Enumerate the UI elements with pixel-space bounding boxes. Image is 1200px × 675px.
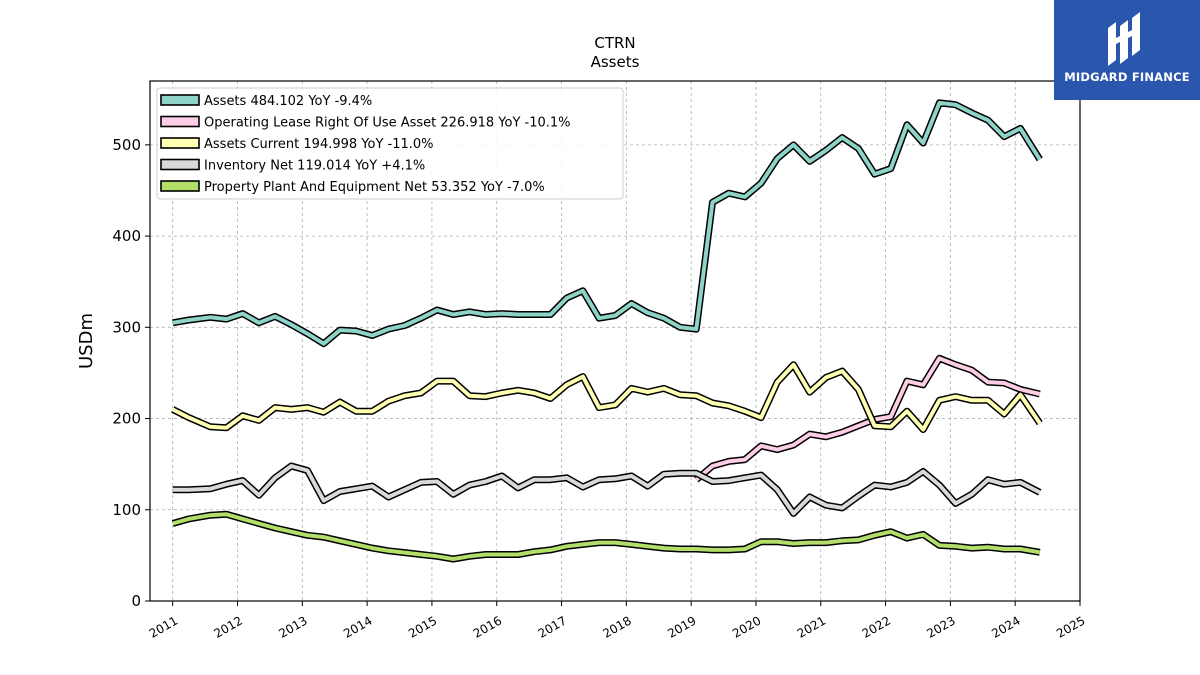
y-tick-label: 400 xyxy=(112,227,141,245)
x-tick-label: 2017 xyxy=(536,613,569,640)
chart-title: CTRN xyxy=(594,34,635,52)
legend-entry: Property Plant And Equipment Net 53.352 … xyxy=(204,180,545,195)
legend-swatch xyxy=(160,94,200,106)
legend-box xyxy=(156,87,624,200)
legend-entry: Assets 484.102 YoY -9.4% xyxy=(204,94,372,109)
legend-entry: Operating Lease Right Of Use Asset 226.9… xyxy=(204,116,571,131)
legend-swatch xyxy=(160,158,200,171)
legend-swatch xyxy=(160,115,200,128)
y-tick-label: 500 xyxy=(112,136,141,154)
series-line xyxy=(172,100,1042,346)
series-line-outline xyxy=(171,361,1043,433)
legend-entry: Assets Current 194.998 YoY -11.0% xyxy=(204,137,434,152)
legend-swatch xyxy=(160,137,200,149)
x-tick-label: 2014 xyxy=(341,613,374,640)
series-5 xyxy=(171,510,1041,563)
series-line xyxy=(171,362,1042,432)
x-tick-label: 2025 xyxy=(1054,613,1087,640)
legend-entry: Inventory Net 119.014 YoY +4.1% xyxy=(204,159,425,174)
y-axis-label: USDm xyxy=(76,313,97,369)
x-tick-label: 2015 xyxy=(406,613,439,640)
x-tick-label: 2016 xyxy=(471,613,504,640)
x-tick-label: 2023 xyxy=(924,613,957,640)
axes: 2011 2012 2013 2014 2015 2016 2017 2018 2019 2020… xyxy=(112,136,1087,641)
plot-area-frame xyxy=(149,80,1081,602)
x-tick-label: 2021 xyxy=(795,613,828,640)
legend: Assets 484.102 YoY -9.4% Operating Lease … xyxy=(156,87,624,200)
series-2 xyxy=(694,354,1041,483)
brand-logo: MIDGARD FINANCE xyxy=(1054,0,1200,100)
x-tick-label: 2024 xyxy=(989,613,1022,640)
series-3 xyxy=(171,361,1043,433)
y-tick-label: 200 xyxy=(112,410,141,428)
series-line-outline xyxy=(172,462,1042,517)
y-tick-label: 300 xyxy=(112,318,141,336)
series-lines xyxy=(171,99,1043,563)
brand-name: MIDGARD FINANCE xyxy=(1064,70,1190,84)
chart-subtitle: Assets xyxy=(591,53,640,71)
x-tick-label: 2020 xyxy=(730,613,763,640)
legend-swatch xyxy=(160,180,200,192)
x-tick-label: 2018 xyxy=(600,613,633,640)
x-tick-label: 2019 xyxy=(665,613,698,640)
x-tick-label: 2013 xyxy=(276,613,309,640)
brand-mark-icon xyxy=(1108,12,1140,66)
series-line xyxy=(695,356,1041,482)
series-line xyxy=(172,512,1041,561)
series-4 xyxy=(172,462,1042,517)
y-tick-label: 100 xyxy=(112,501,141,519)
y-tick-label: 0 xyxy=(131,592,141,610)
x-tick-label: 2012 xyxy=(212,613,245,640)
x-tick-label: 2011 xyxy=(147,613,180,640)
series-line xyxy=(172,464,1041,516)
x-tick-label: 2022 xyxy=(860,613,893,640)
series-1 xyxy=(172,99,1043,348)
